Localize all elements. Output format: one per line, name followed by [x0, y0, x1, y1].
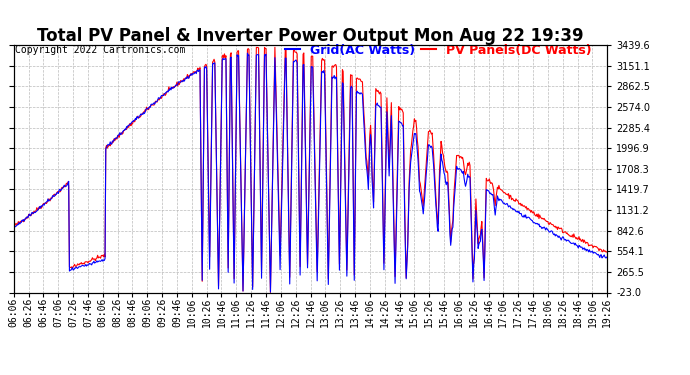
Legend: Grid(AC Watts), PV Panels(DC Watts): Grid(AC Watts), PV Panels(DC Watts) — [285, 44, 592, 57]
Text: Copyright 2022 Cartronics.com: Copyright 2022 Cartronics.com — [15, 45, 186, 55]
Title: Total PV Panel & Inverter Power Output Mon Aug 22 19:39: Total PV Panel & Inverter Power Output M… — [37, 27, 584, 45]
